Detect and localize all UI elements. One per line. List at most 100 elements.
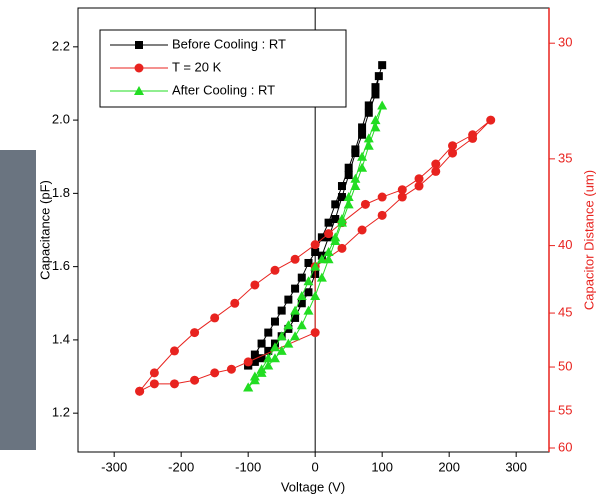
marker: [277, 306, 286, 315]
marker: [344, 171, 353, 180]
marker: [210, 313, 220, 323]
y-tick-label: 1.2: [52, 405, 70, 420]
marker: [303, 305, 314, 315]
marker: [243, 382, 254, 392]
marker: [304, 288, 313, 297]
marker: [360, 199, 370, 209]
marker: [291, 284, 300, 293]
y2-axis-label: Capacitor Distance (um): [581, 170, 596, 310]
x-tick-label: 0: [312, 459, 319, 474]
marker: [249, 371, 260, 381]
marker: [316, 272, 327, 282]
legend-label: T = 20 K: [172, 59, 222, 74]
marker: [311, 247, 320, 256]
marker: [431, 159, 441, 169]
marker: [364, 108, 373, 117]
marker: [397, 185, 407, 195]
marker: [264, 346, 273, 355]
x-tick-label: 300: [505, 459, 527, 474]
marker: [264, 328, 273, 337]
marker: [343, 192, 354, 202]
y-tick-label: 2.0: [52, 112, 70, 127]
marker: [486, 115, 496, 125]
marker: [250, 280, 260, 290]
legend-label: Before Cooling : RT: [172, 36, 286, 51]
marker: [304, 258, 313, 267]
marker: [283, 338, 294, 348]
marker: [257, 339, 266, 348]
marker: [343, 199, 354, 209]
marker: [263, 353, 274, 363]
marker: [377, 192, 387, 202]
y-tick-label: 1.4: [52, 331, 70, 346]
marker: [296, 290, 307, 300]
x-tick-label: -200: [168, 459, 194, 474]
marker: [370, 122, 381, 132]
marker: [190, 375, 200, 385]
marker: [374, 72, 383, 81]
x-tick-label: -100: [235, 459, 261, 474]
marker: [448, 141, 458, 151]
legend-marker: [134, 63, 144, 73]
marker: [357, 151, 368, 161]
marker: [336, 214, 347, 224]
marker: [257, 354, 266, 363]
x-axis-label: Voltage (V): [281, 479, 345, 494]
y2-tick-label: 30: [558, 35, 572, 50]
marker: [250, 350, 259, 359]
marker: [414, 174, 424, 184]
marker: [357, 225, 367, 235]
marker: [169, 346, 179, 356]
marker: [431, 166, 441, 176]
marker: [149, 368, 159, 378]
marker: [190, 328, 200, 338]
y2-tick-label: 60: [558, 439, 572, 454]
marker: [324, 229, 334, 239]
marker: [270, 265, 280, 275]
y-tick-label: 1.6: [52, 258, 70, 273]
marker: [317, 233, 326, 242]
y-tick-label: 2.2: [52, 38, 70, 53]
marker: [370, 115, 381, 125]
marker: [297, 299, 306, 308]
marker: [135, 386, 145, 396]
marker: [344, 163, 353, 172]
marker: [331, 215, 340, 224]
marker: [378, 61, 387, 70]
marker: [330, 232, 341, 242]
background-photo: [0, 150, 36, 450]
marker: [363, 133, 374, 143]
legend-marker: [135, 41, 143, 49]
marker: [371, 90, 380, 99]
y2-tick-label: 45: [558, 304, 572, 319]
marker: [276, 345, 287, 355]
marker: [350, 173, 361, 183]
marker: [297, 273, 306, 282]
marker: [283, 320, 294, 330]
y-tick-label: 1.8: [52, 185, 70, 200]
marker: [291, 313, 300, 322]
marker: [351, 149, 360, 158]
marker: [226, 364, 236, 374]
y2-tick-label: 40: [558, 237, 572, 252]
y2-tick-label: 55: [558, 403, 572, 418]
marker: [371, 83, 380, 92]
marker: [358, 130, 367, 139]
marker: [337, 193, 346, 202]
marker: [230, 298, 240, 308]
marker: [243, 357, 253, 367]
marker: [149, 379, 159, 389]
marker: [363, 140, 374, 150]
marker: [468, 130, 478, 140]
marker: [448, 148, 458, 158]
marker: [303, 276, 314, 286]
marker: [358, 123, 367, 132]
marker: [323, 254, 334, 264]
marker: [256, 364, 267, 374]
marker: [364, 101, 373, 110]
marker: [323, 246, 334, 256]
marker: [276, 331, 287, 341]
marker: [290, 254, 300, 264]
marker: [310, 261, 321, 271]
